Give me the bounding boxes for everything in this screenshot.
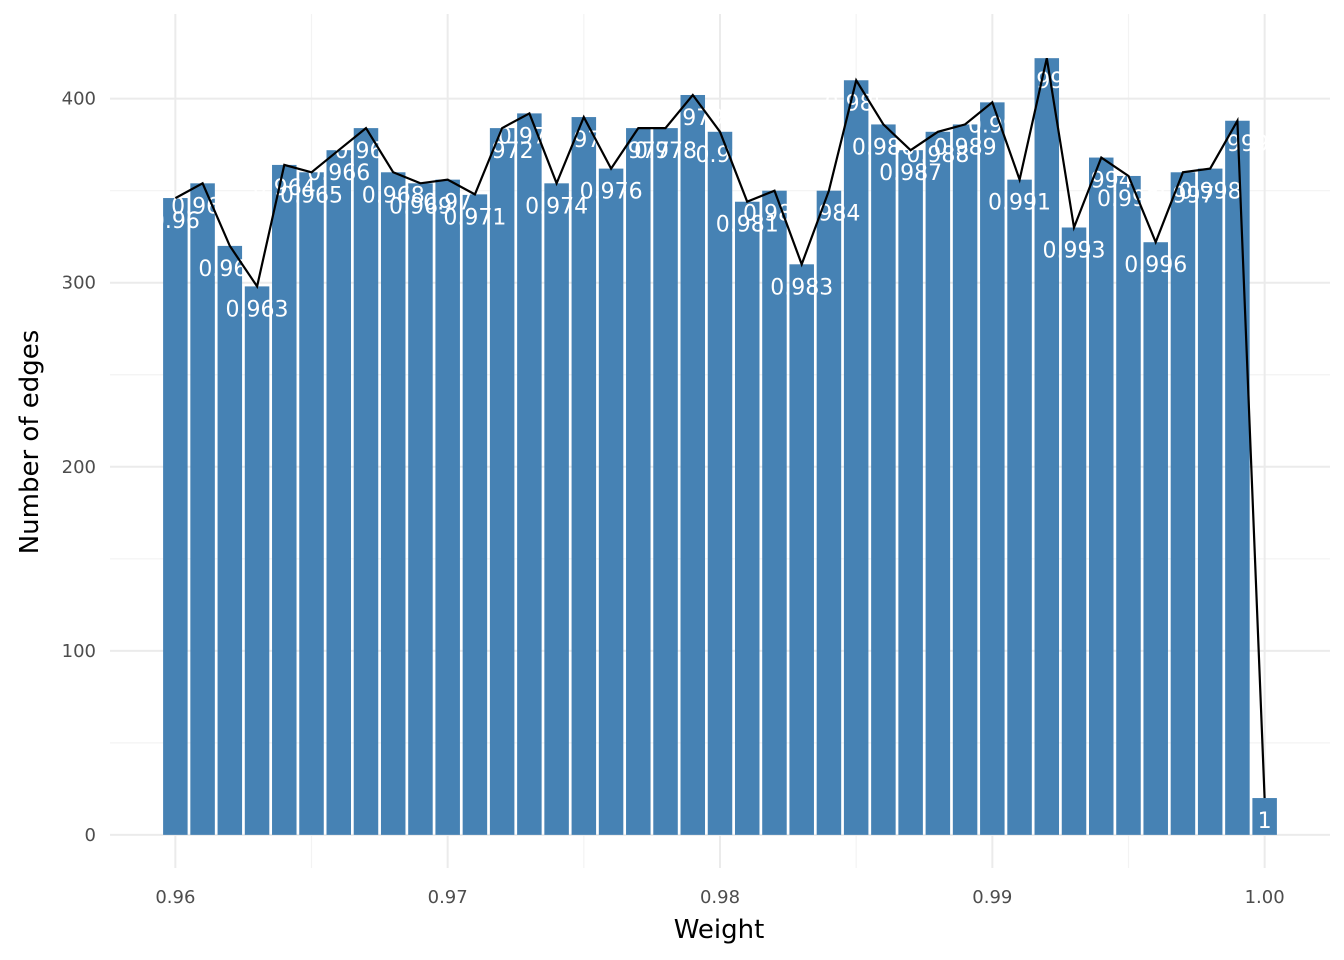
bar-label: 0.97 xyxy=(423,191,472,216)
bar-label: 0.978 xyxy=(634,139,697,164)
bar xyxy=(435,179,460,835)
bar-label: 0.976 xyxy=(580,180,643,205)
bar xyxy=(1007,179,1032,835)
bar-label: 0.961 xyxy=(171,194,234,219)
x-tick-label: 0.98 xyxy=(700,887,740,908)
bar xyxy=(217,245,243,835)
bar xyxy=(843,80,869,835)
y-tick-label: 100 xyxy=(62,641,96,662)
bar-label: 0.968 xyxy=(362,183,425,208)
bar xyxy=(653,128,678,835)
x-tick-label: 0.99 xyxy=(972,887,1012,908)
bar xyxy=(1034,58,1060,835)
bar xyxy=(925,131,951,835)
bar xyxy=(1143,242,1168,835)
axis-ticks: 0.96 0.97 0.98 0.99 1.00 0 100 200 300 400 xyxy=(62,89,1285,908)
bar-label: 0.989 xyxy=(934,135,997,160)
bar-label: 0.985 xyxy=(825,91,888,116)
bar xyxy=(299,172,324,835)
bar xyxy=(353,128,379,835)
x-tick-label: 1.00 xyxy=(1245,887,1285,908)
bar-label: 0.981 xyxy=(716,213,779,238)
bar-label: 0.996 xyxy=(1124,253,1187,278)
bar xyxy=(680,94,706,835)
bar xyxy=(1252,798,1277,835)
bar-label: 0.984 xyxy=(797,202,860,227)
trend-line xyxy=(174,57,1266,799)
bar xyxy=(190,183,215,835)
bar-labels: 0.960.9610.9620.9630.9640.9650.9660.9670… xyxy=(151,69,1272,834)
bar xyxy=(980,102,1005,835)
bar-label: 0.96 xyxy=(151,209,200,234)
bars xyxy=(163,58,1277,835)
bar xyxy=(272,164,297,835)
bar xyxy=(762,190,787,835)
x-axis-title: Weight xyxy=(674,915,765,945)
x-tick-label: 0.96 xyxy=(155,887,195,908)
y-tick-label: 300 xyxy=(62,273,96,294)
bar-label: 0.964 xyxy=(253,176,316,201)
bar-label: 1 xyxy=(1258,809,1272,834)
bar xyxy=(544,183,569,835)
bar-label: 0.99 xyxy=(968,113,1017,138)
bar xyxy=(952,124,978,835)
bar-label: 0.998 xyxy=(1179,180,1242,205)
bar xyxy=(598,168,624,835)
bar xyxy=(1170,172,1196,835)
bar xyxy=(326,150,352,835)
trend-line-group xyxy=(174,57,1266,799)
bar-label: 0.975 xyxy=(552,128,615,153)
bar-label: 0.992 xyxy=(1015,69,1078,94)
bar-label: 0.967 xyxy=(334,139,397,164)
bar-label: 0.972 xyxy=(471,139,534,164)
y-axis-title: Number of edges xyxy=(15,330,45,555)
bar-label: 0.965 xyxy=(280,183,343,208)
bar-label: 0.987 xyxy=(879,161,942,186)
bar-label: 0.973 xyxy=(498,124,561,149)
bar-label: 0.995 xyxy=(1097,187,1160,212)
bar-label: 0.966 xyxy=(307,161,370,186)
bar-label: 0.963 xyxy=(226,297,289,322)
bar xyxy=(571,117,597,835)
y-tick-label: 200 xyxy=(62,457,96,478)
bar xyxy=(380,172,406,835)
y-tick-label: 400 xyxy=(62,89,96,110)
bar xyxy=(489,128,515,835)
bar-label: 0.971 xyxy=(443,205,506,230)
bar xyxy=(1061,227,1087,835)
bar xyxy=(1088,157,1114,835)
bar xyxy=(816,190,842,835)
bar-label: 0.991 xyxy=(988,191,1051,216)
bar xyxy=(626,128,651,835)
bar xyxy=(1116,175,1141,835)
bar-label: 0.979 xyxy=(661,106,724,131)
bar-label: 0.98 xyxy=(696,143,745,168)
bar xyxy=(1197,168,1223,835)
bar-label: 0.982 xyxy=(743,202,806,227)
bar xyxy=(707,131,733,835)
x-tick-label: 0.97 xyxy=(428,887,468,908)
bar-label: 0.969 xyxy=(389,194,452,219)
bar-label: 0.997 xyxy=(1151,183,1214,208)
bar xyxy=(734,201,760,835)
bar xyxy=(789,264,814,835)
bar xyxy=(408,183,433,835)
bar xyxy=(462,194,488,835)
bar-label: 0.986 xyxy=(852,135,915,160)
bar xyxy=(244,286,270,835)
bar xyxy=(163,198,188,835)
y-tick-label: 0 xyxy=(85,825,96,846)
bar xyxy=(871,124,896,835)
bar-label: 0.983 xyxy=(770,275,833,300)
bar-label: 0.974 xyxy=(525,194,588,219)
bar xyxy=(517,113,542,835)
bar xyxy=(898,150,923,835)
bar-label: 0.993 xyxy=(1043,239,1106,264)
bar xyxy=(1225,120,1250,835)
